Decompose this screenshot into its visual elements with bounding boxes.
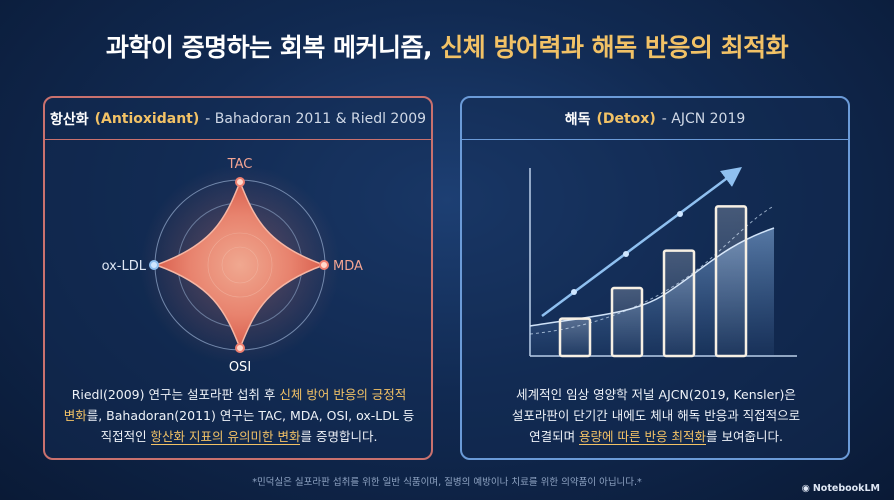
detox-desc-text: 세계적인 임상 영양학 저널 AJCN(2019, Kensler)은 [516, 387, 796, 402]
title-highlight: 신체 방어력과 해독 반응의 최적화 [440, 33, 789, 62]
antioxidant-description: Riedl(2009) 연구는 설포라판 섭취 후 신체 방어 반응의 긍정적 … [59, 384, 419, 447]
radar-label-osi: OSI [229, 360, 251, 375]
antioxidant-heading-ko: 항산화 [49, 111, 89, 128]
antioxidant-heading-en: (Antioxidant) [94, 110, 200, 127]
detox-desc-text: 를 보여줍니다. [705, 429, 783, 444]
antioxidant-desc-underline: 항산화 지표의 유의미한 변화 [150, 429, 301, 445]
antioxidant-desc-text: 직접적인 [100, 429, 151, 444]
radar-node-oxldl [149, 260, 159, 270]
detox-desc-underline: 용량에 따른 반응 최적화 [579, 429, 706, 445]
detox-bar-2 [610, 286, 644, 358]
detox-bar-1 [558, 317, 592, 358]
page-title: 과학이 증명하는 회복 메커니즘, 신체 방어력과 해독 반응의 최적화 [0, 28, 894, 64]
detox-panel-header: 해독 (Detox) - AJCN 2019 [462, 98, 848, 140]
detox-bar-4 [714, 205, 748, 358]
detox-heading-ko: 해독 [564, 111, 591, 128]
antioxidant-desc-text: 를, Bahadoran(2011) 연구는 TAC, MDA, OSI, ox… [86, 408, 415, 423]
detox-bars [558, 205, 748, 358]
brand-logo: ◉ NotebookLM [802, 483, 880, 494]
antioxidant-desc-highlight: 변화 [63, 408, 87, 423]
title-main: 과학이 증명하는 회복 메커니즘, [105, 33, 441, 62]
detox-heading-sub: - AJCN 2019 [661, 110, 746, 127]
detox-panel: 해독 (Detox) - AJCN 2019 세계적인 임상 영양학 저 [460, 96, 850, 460]
notebooklm-icon: ◉ [801, 483, 810, 494]
antioxidant-desc-text: Riedl(2009) 연구는 설포라판 섭취 후 [71, 387, 280, 402]
antioxidant-desc-highlight: 신체 방어 반응의 긍정적 [279, 387, 407, 402]
disclaimer-footer: *민덕실은 실포라판 섭취를 위한 일반 식품이며, 질병의 예방이나 치료를 … [252, 477, 642, 488]
radar-label-tac: TAC [227, 157, 253, 172]
antioxidant-radar-diagram: TAC MDA OSI ox-LDL [102, 157, 363, 375]
radar-label-oxldl: ox-LDL [102, 259, 147, 274]
detox-bar-diagram [529, 167, 797, 358]
radar-label-mda: MDA [333, 259, 363, 274]
radar-node-tac [235, 177, 245, 187]
radar-node-osi [235, 343, 245, 353]
antioxidant-heading-sub: - Bahadoran 2011 & Riedl 2009 [205, 110, 427, 127]
antioxidant-panel: 항산화 (Antioxidant) - Bahadoran 2011 & Ried… [43, 96, 433, 460]
radar-node-mda [319, 260, 329, 270]
antioxidant-panel-header: 항산화 (Antioxidant) - Bahadoran 2011 & Ried… [45, 98, 431, 140]
detox-desc-text: 연결되며 [529, 429, 580, 444]
detox-heading-en: (Detox) [596, 110, 656, 127]
detox-bar-3 [662, 249, 696, 358]
detox-description: 세계적인 임상 영양학 저널 AJCN(2019, Kensler)은 설포라판… [476, 384, 836, 447]
brand-name: NotebookLM [812, 483, 880, 494]
detox-desc-text: 설포라판이 단기간 내에도 체내 해독 반응과 직접적으로 [511, 408, 801, 423]
antioxidant-desc-text: 를 증명합니다. [300, 429, 378, 444]
